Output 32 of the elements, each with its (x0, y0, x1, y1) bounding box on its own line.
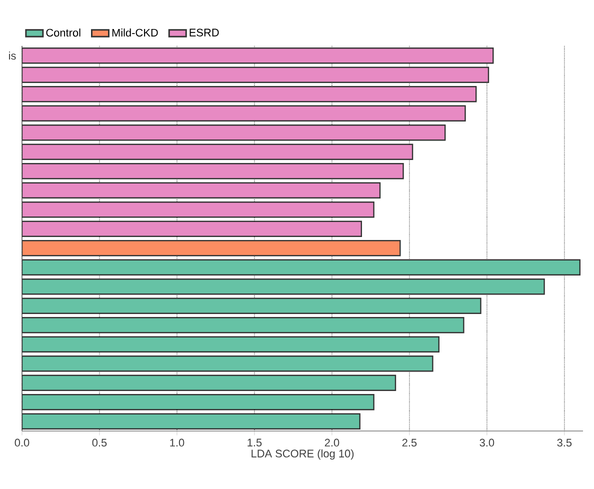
x-tick-label: 2.5 (402, 438, 417, 447)
x-tick-label: 2.0 (324, 438, 340, 447)
bar (22, 182, 381, 198)
x-tick-label: 1.0 (170, 438, 184, 447)
bar (22, 124, 446, 141)
legend-label: Control (46, 28, 80, 37)
x-tick-label: 0.5 (92, 438, 107, 447)
bar (22, 48, 494, 64)
legend-label: Mild-CKD (112, 28, 158, 37)
x-tick-label: 3.5 (557, 438, 572, 447)
bar (22, 374, 396, 391)
legend-label: ESRD (190, 28, 219, 36)
bar (22, 413, 360, 430)
bar (22, 86, 477, 102)
bar (22, 394, 374, 410)
x-tick-label: 1.5 (248, 438, 262, 446)
bar (22, 202, 374, 218)
bar (22, 66, 490, 83)
x-axis-title: LDA SCORE (log 10) (252, 449, 354, 460)
bar (22, 220, 362, 237)
bar (22, 317, 464, 334)
x-tick-label: 0.0 (14, 438, 30, 447)
bar (22, 163, 404, 180)
bar (22, 298, 482, 314)
bar (22, 259, 581, 276)
y-tick-label: is (9, 52, 16, 60)
bar (22, 144, 414, 160)
x-tick-label: 3.0 (480, 438, 494, 447)
bar (22, 356, 434, 372)
bar (22, 278, 545, 295)
bar (22, 105, 466, 122)
bar (22, 336, 440, 352)
